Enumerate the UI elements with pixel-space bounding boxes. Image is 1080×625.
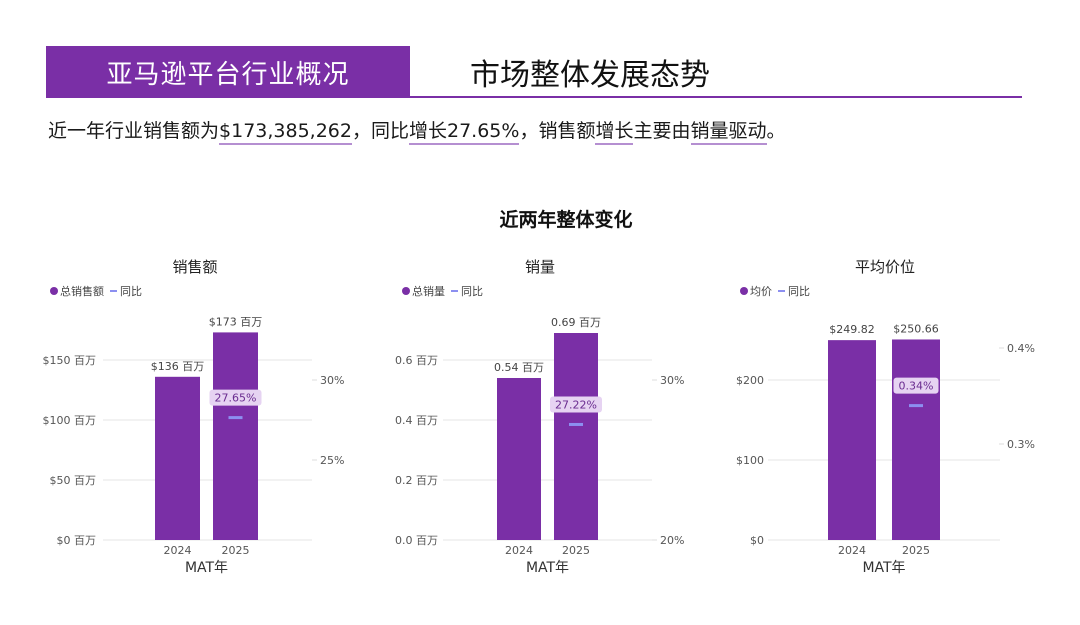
chart2-ytick-label: 0.2 百万: [395, 474, 438, 487]
chart1-xtick-label: 2024: [164, 544, 192, 557]
summary-mid3: 主要由: [633, 120, 691, 142]
summary-growth-word: 增长: [595, 120, 634, 145]
chart3-xtick-label: 2024: [838, 544, 866, 557]
chart2-yoy-tick-label: 20%: [660, 534, 684, 547]
chart1-bar: [155, 376, 200, 540]
chart2-legend-yoy-label: 同比: [461, 285, 483, 298]
chart2-ytick-label: 0.4 百万: [395, 414, 438, 427]
chart1-yoy-value-label: 27.65%: [215, 392, 257, 405]
chart1-legend-bar-marker: [50, 287, 58, 295]
chart3-bar: [828, 340, 876, 540]
chart1-yoy-label-box: [209, 389, 262, 406]
chart2-bar-value-label: 0.54 百万: [494, 361, 544, 374]
chart1-xaxis-label: MAT年: [185, 560, 228, 576]
chart1-xtick-label: 2025: [222, 544, 250, 557]
chart2-xtick-label: 2025: [562, 544, 590, 557]
chart2-yoy-tick-label: 30%: [660, 374, 684, 387]
chart2-legend-bar-label: 总销量: [412, 284, 445, 298]
chart2-xaxis-label: MAT年: [526, 560, 569, 576]
chart1-ytick-label: $0 百万: [57, 534, 97, 547]
summary-sales-value: $173,385,262: [219, 120, 352, 145]
section-tab: 亚马逊平台行业概况: [46, 46, 410, 98]
chart2-bar: [554, 333, 598, 540]
chart2-xtick-label: 2024: [505, 544, 533, 557]
chart3-ytick-label: $0: [750, 534, 764, 547]
chart3-ytick-label: $100: [736, 454, 764, 467]
page-title: 市场整体发展态势: [470, 58, 710, 93]
chart3-bar-value-label: $249.82: [829, 323, 875, 336]
chart3-legend-yoy-label: 同比: [788, 285, 810, 298]
summary-growth: 增长27.65%: [409, 120, 520, 145]
chart2-bar-value-label: 0.69 百万: [551, 316, 601, 329]
summary-suffix: 。: [766, 120, 786, 142]
chart2-yoy-value-label: 27.22%: [555, 398, 597, 411]
chart3-bar: [892, 339, 940, 540]
chart3-legend-bar-label: 均价: [750, 285, 772, 298]
header-divider: [46, 96, 1022, 98]
chart3-xaxis-label: MAT年: [862, 560, 905, 576]
chart1-bar: [213, 332, 258, 540]
chart3-title: 平均价位: [855, 258, 915, 276]
chart3-yoy-tick-label: 0.4%: [1007, 342, 1035, 355]
summary-prefix: 近一年行业销售额为: [48, 120, 220, 142]
section-tab-label: 亚马逊平台行业概况: [106, 59, 350, 90]
chart1-bar-value-label: $136 百万: [151, 360, 205, 373]
chart3-ytick-label: $200: [736, 374, 764, 387]
chart2-legend-bar-marker: [402, 287, 410, 295]
chart2-title: 销量: [525, 258, 555, 276]
chart2-bar: [497, 378, 541, 540]
chart2-ytick-label: 0.0 百万: [395, 534, 438, 547]
chart2-ytick-label: 0.6 百万: [395, 354, 438, 367]
chart1-yoy-tick-label: 25%: [320, 454, 344, 467]
chart1-yoy-tick-label: 30%: [320, 374, 344, 387]
chart1-legend-yoy-label: 同比: [120, 285, 142, 298]
chart3-bar-value-label: $250.66: [893, 322, 939, 335]
summary-driver: 销量驱动: [690, 120, 767, 145]
chart3-yoy-label-box: [893, 377, 939, 394]
chart3-yoy-value-label: 0.34%: [899, 380, 934, 393]
chart1-ytick-label: $100 百万: [43, 414, 97, 427]
charts-area: 销售额总销售额 同比 $0 百万 $50 百万 $100 百万 $150 百万 $136 百…: [0, 240, 1080, 620]
summary-mid1: ，同比: [351, 120, 409, 142]
chart3-yoy-tick-label: 0.3%: [1007, 438, 1035, 451]
chart1-ytick-label: $50 百万: [50, 474, 97, 487]
chart1-title: 销售额: [172, 258, 217, 276]
chart3-legend-bar-marker: [740, 287, 748, 295]
chart1-ytick-label: $150 百万: [43, 354, 97, 367]
chart1-legend-bar-label: 总销售额: [60, 284, 104, 298]
summary-text: 近一年行业销售额为$173,385,262，同比增长27.65%，销售额增长主要…: [48, 116, 786, 145]
chart2-yoy-label-box: [550, 396, 602, 413]
charts-section-title: 近两年整体变化: [499, 209, 633, 231]
chart3-xtick-label: 2025: [902, 544, 930, 557]
summary-mid2: ，销售额: [519, 120, 596, 142]
chart1-bar-value-label: $173 百万: [209, 315, 263, 328]
